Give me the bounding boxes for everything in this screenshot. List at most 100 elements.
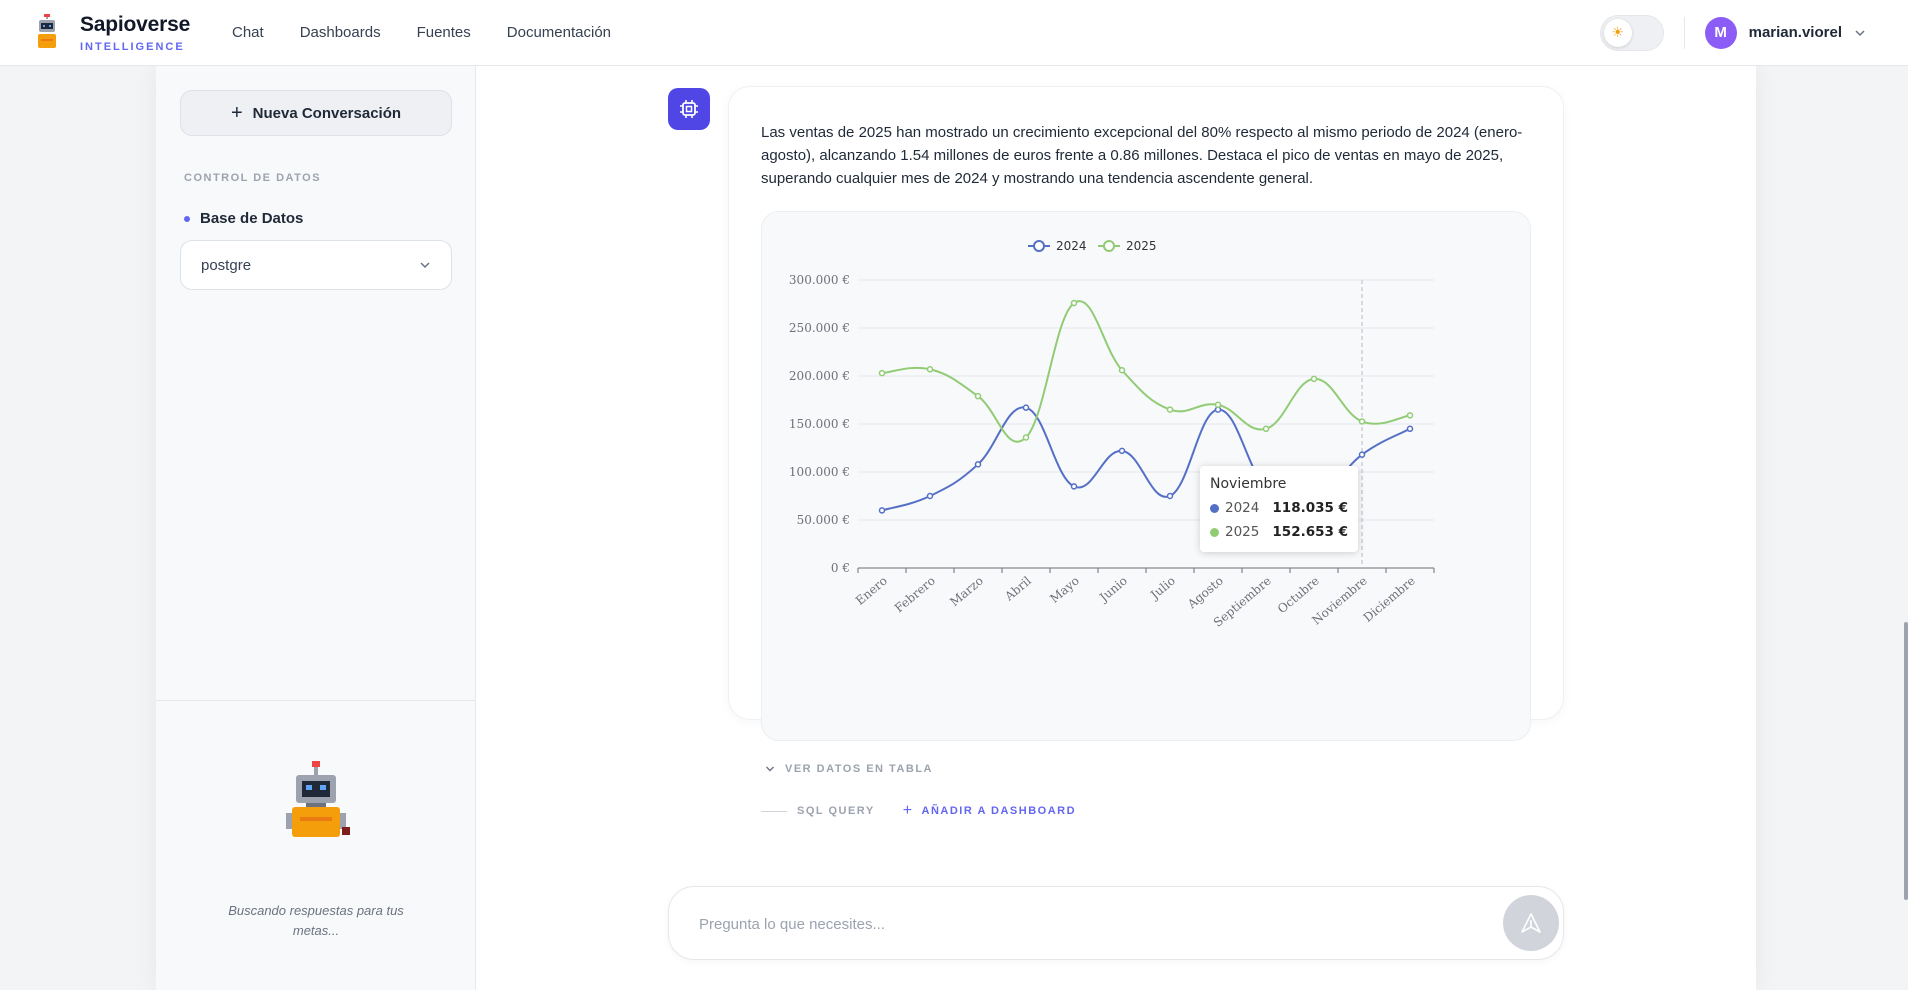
robot-logo-icon: [38, 13, 56, 48]
x-tick-label: Junio: [1095, 574, 1130, 606]
chat-input-box: [668, 886, 1564, 960]
data-point-2024: [1358, 451, 1366, 458]
data-point-2024: [1070, 483, 1078, 490]
chevron-down-icon: [766, 766, 774, 772]
bullet-dot: [184, 215, 190, 222]
data-point-2025: [1166, 406, 1174, 413]
x-tick-label: Febrero: [892, 574, 938, 616]
x-tick-label: Julio: [1146, 574, 1178, 604]
y-tick-label: 250.000 €: [789, 321, 850, 335]
x-tick-label: Enero: [853, 574, 890, 608]
plus-icon: +: [902, 802, 914, 819]
y-tick-label: 150.000 €: [789, 417, 850, 431]
tooltip-row-value: 152.653 €: [1272, 524, 1348, 540]
line-chart[interactable]: 0 € 50.000 € 100.000 € 150.000 € 200.000 € 25…: [762, 212, 1532, 742]
chip-icon: [680, 100, 698, 118]
chart-container: 0 € 50.000 € 100.000 € 150.000 € 200.000 € 25…: [761, 211, 1531, 741]
data-point-2025: [1406, 412, 1414, 419]
robot-mascot-icon: [286, 761, 350, 837]
message-text: Las ventas de 2025 han mostrado un creci…: [761, 124, 1523, 187]
view-table-toggle[interactable]: VER DATOS EN TABLA: [765, 763, 933, 775]
brand[interactable]: Sapioverse INTELLIGENCE: [34, 13, 232, 53]
message-actions: SQL QUERY + AÑADIR A DASHBOARD: [761, 803, 1076, 819]
chevron-down-icon: [420, 262, 430, 269]
sql-query-link[interactable]: SQL QUERY: [797, 805, 875, 817]
divider: [761, 810, 787, 812]
x-tick-label: Abril: [1001, 573, 1034, 604]
nav-chat[interactable]: Chat: [232, 24, 264, 41]
main-panel: + Nueva Conversación CONTROL DE DATOS Ba…: [156, 66, 1908, 990]
data-point-2025: [1262, 425, 1270, 433]
scrollbar[interactable]: [1904, 622, 1908, 900]
avatar[interactable]: M: [1704, 16, 1737, 49]
data-point-2025: [1118, 366, 1126, 374]
chevron-down-icon[interactable]: [1854, 27, 1866, 39]
series-dot: [1210, 527, 1219, 537]
data-point-2025: [1070, 299, 1078, 307]
send-button[interactable]: [1503, 895, 1559, 951]
data-point-2024: [1406, 425, 1414, 433]
x-tick-label: Mayo: [1047, 574, 1082, 606]
db-label: Base de Datos: [184, 210, 303, 227]
theme-toggle[interactable]: ☀: [1599, 14, 1664, 51]
sidebar-quote: Buscando respuestas para tus metas...: [228, 903, 404, 938]
data-point-2025: [974, 392, 982, 400]
data-point-2025: [1214, 401, 1222, 409]
database-select-value: postgre: [201, 256, 252, 274]
nav-fuentes[interactable]: Fuentes: [416, 24, 471, 41]
tooltip-row-label: 2024: [1225, 500, 1260, 516]
header-divider: [1683, 16, 1685, 49]
data-point-2024: [1022, 404, 1030, 411]
main-nav: Chat Dashboards Fuentes Documentación: [232, 24, 647, 41]
add-to-dashboard-label: AÑADIR A DASHBOARD: [921, 805, 1077, 817]
brand-name: Sapioverse: [80, 12, 191, 36]
data-point-2025: [878, 369, 886, 377]
brand-subtitle: INTELLIGENCE: [80, 40, 185, 53]
data-point-2024: [1166, 492, 1174, 500]
legend-item-2025[interactable]: 2025: [1098, 239, 1157, 253]
tooltip-title: Noviembre: [1210, 476, 1287, 492]
x-tick-label: Marzo: [947, 574, 986, 610]
y-tick-label: 300.000 €: [789, 273, 850, 287]
x-tick-label: Diciembre: [1361, 574, 1418, 625]
add-to-dashboard-button[interactable]: + AÑADIR A DASHBOARD: [903, 803, 1076, 819]
database-select[interactable]: postgre: [180, 240, 452, 290]
view-table-label: VER DATOS EN TABLA: [785, 763, 934, 775]
plus-icon: +: [230, 102, 243, 124]
nav-dashboards[interactable]: Dashboards: [299, 24, 381, 41]
data-point-2024: [974, 461, 982, 468]
tooltip-row-label: 2025: [1225, 524, 1260, 540]
data-point-2025: [1022, 434, 1030, 441]
x-tick-label: Agosto: [1184, 574, 1226, 612]
new-conversation-label: Nueva Conversación: [252, 104, 402, 122]
nav-documentacion[interactable]: Documentación: [506, 24, 612, 41]
svg-text:2024: 2024: [1056, 239, 1087, 253]
top-navbar: Sapioverse INTELLIGENCE Chat Dashboards …: [0, 0, 1908, 66]
svg-text:2025: 2025: [1126, 239, 1157, 253]
sun-icon: ☀: [1603, 18, 1632, 47]
username[interactable]: marian.viorel: [1748, 24, 1842, 41]
x-tick-label: Octubre: [1275, 574, 1322, 617]
chart-tooltip: Noviembre 2024 118.035 € 2025 152.653 €: [1200, 466, 1358, 552]
data-point-2025: [926, 366, 934, 373]
y-tick-label: 200.000 €: [789, 369, 850, 383]
data-point-2024: [878, 507, 886, 514]
data-point-2024: [926, 492, 934, 500]
sidebar-footer: Buscando respuestas para tus metas...: [156, 700, 476, 990]
section-label: CONTROL DE DATOS: [184, 172, 322, 184]
tooltip-row: 2024 118.035 €: [1210, 496, 1348, 520]
tooltip-row: 2025 152.653 €: [1210, 520, 1348, 544]
tooltip-row-value: 118.035 €: [1272, 500, 1348, 516]
y-tick-label: 0 €: [831, 561, 850, 575]
new-conversation-button[interactable]: + Nueva Conversación: [180, 90, 452, 136]
db-label-text: Base de Datos: [200, 210, 304, 227]
chat-input[interactable]: [699, 911, 1459, 937]
legend-item-2024[interactable]: 2024: [1028, 239, 1087, 253]
send-icon: [1521, 913, 1541, 933]
data-point-2024: [1118, 447, 1126, 455]
data-point-2025: [1310, 375, 1318, 383]
assistant-message: Las ventas de 2025 han mostrado un creci…: [728, 86, 1564, 819]
y-tick-label: 100.000 €: [789, 465, 850, 479]
assistant-avatar: [668, 88, 710, 130]
series-dot: [1210, 503, 1219, 513]
